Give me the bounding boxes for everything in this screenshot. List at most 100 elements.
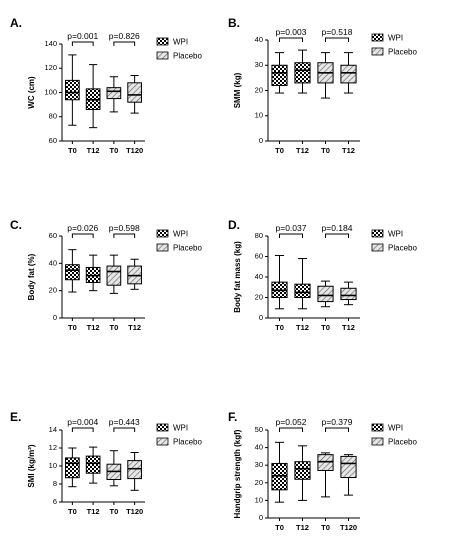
y-tick-label: 0	[259, 513, 263, 522]
significance-bracket	[113, 427, 136, 432]
significance-bracket	[279, 427, 303, 432]
y-tick-label: 60	[255, 251, 263, 260]
panel-label: D.	[228, 218, 240, 232]
box-wpi	[85, 64, 101, 129]
p-value-label: p=0.184	[322, 223, 353, 233]
p-value-label: p=0.826	[109, 31, 140, 41]
y-axis-label: WC (cm)	[27, 76, 36, 109]
legend-swatch-wpi	[371, 33, 384, 42]
panel-a: A. 60 80 100 120 140 WC (cm) T0 T12 T0 T120 p=0.001…	[10, 16, 202, 155]
x-tick-label: T12	[296, 323, 309, 332]
box-wpi	[294, 258, 311, 310]
box-body	[65, 264, 80, 281]
x-tick-label: T12	[87, 507, 100, 516]
legend-swatch-placebo	[156, 437, 169, 446]
significance-bracket	[325, 427, 349, 432]
x-tick-label: T12	[296, 523, 309, 532]
x-tick-label: T12	[128, 323, 141, 332]
p-value-label: p=0.518	[322, 27, 353, 37]
y-tick-label: 14	[49, 425, 57, 434]
x-tick-label: T0	[109, 507, 118, 516]
y-axis-label: SMM (kg)	[233, 72, 242, 108]
x-tick-label: T12	[87, 146, 100, 155]
y-tick-label: 30	[255, 60, 263, 69]
y-axis-label: Body fat (%)	[27, 253, 36, 300]
y-tick-label: 10	[49, 461, 57, 470]
legend-swatch-placebo	[371, 47, 384, 56]
box-wpi	[271, 254, 288, 310]
p-value-label: p=0.004	[67, 417, 98, 427]
box-body	[85, 455, 101, 474]
box-body	[127, 82, 142, 103]
box-placebo	[127, 452, 142, 491]
p-value-label: p=0.379	[322, 417, 353, 427]
box-body	[294, 283, 311, 298]
y-tick-label: 0	[259, 136, 263, 145]
box-wpi	[85, 446, 101, 484]
y-tick-label: 20	[255, 478, 263, 487]
y-tick-label: 50	[255, 425, 263, 434]
panel-d: D. 0 20 40 60 80 Body fat mass (kg) T0 T12 T0 T12 p…	[228, 218, 417, 332]
panel-e: E. 6 8 10 12 14 SMI (kg/m²) T0 T12 T0 T120 p=0.004 p…	[10, 410, 202, 516]
x-tick-label: T0	[321, 323, 330, 332]
legend-swatch-wpi	[156, 423, 169, 432]
box-body	[340, 287, 357, 301]
legend-label-wpi: WPI	[388, 34, 403, 43]
box-body	[271, 462, 288, 491]
y-tick-label: 80	[49, 112, 57, 121]
legend-label-placebo: Placebo	[173, 438, 202, 447]
y-tick-label: 0	[259, 313, 263, 322]
legend-label-wpi: WPI	[173, 230, 188, 239]
legend-label-placebo: Placebo	[388, 48, 417, 57]
significance-bracket	[325, 37, 349, 42]
box-wpi	[65, 249, 80, 293]
legend-label-wpi: WPI	[173, 38, 188, 47]
y-tick-label: 20	[255, 85, 263, 94]
panel-label: F.	[228, 410, 237, 424]
box-placebo	[340, 281, 357, 306]
legend-swatch-wpi	[156, 229, 169, 238]
x-tick-label: T0	[68, 146, 77, 155]
legend-label-placebo: Placebo	[388, 244, 417, 253]
y-tick-label: 20	[255, 292, 263, 301]
significance-bracket	[113, 233, 136, 238]
y-tick-label: 0	[53, 313, 57, 322]
p-value-label: p=0.003	[276, 27, 307, 37]
significance-bracket	[71, 427, 94, 432]
y-tick-label: 10	[255, 111, 263, 120]
x-tick-label: T0	[68, 323, 77, 332]
p-value-label: p=0.037	[276, 223, 307, 233]
y-tick-label: 140	[44, 39, 57, 48]
y-tick-label: 40	[255, 35, 263, 44]
x-tick-label: T12	[342, 323, 355, 332]
x-tick-label: T12	[342, 146, 355, 155]
panel-b: B. 0 10 20 30 40 SMM (kg) T0 T12 T0 T12 p=0.003 p=0.…	[228, 16, 417, 155]
panel-c: C. 0 20 40 60 Body fat (%) T0 T12 T0 T12 p=0.026 p=…	[10, 218, 202, 332]
x-tick-label: T0	[275, 323, 284, 332]
y-tick-label: 60	[49, 231, 57, 240]
box-wpi	[271, 52, 288, 94]
y-tick-label: 40	[49, 258, 57, 267]
box-body	[106, 265, 122, 286]
p-value-label: p=0.001	[67, 31, 98, 41]
box-wpi	[294, 445, 311, 501]
legend-swatch-placebo	[156, 243, 169, 252]
legend-label-wpi: WPI	[388, 230, 403, 239]
y-tick-label: 30	[255, 460, 263, 469]
box-placebo	[106, 254, 122, 294]
box-body	[127, 460, 142, 480]
legend-swatch-placebo	[371, 437, 384, 446]
box-placebo	[127, 75, 142, 114]
x-tick-label: T120	[340, 523, 357, 532]
legend-swatch-wpi	[156, 37, 169, 46]
legend-label-wpi: WPI	[173, 424, 188, 433]
box-body	[340, 64, 357, 84]
significance-bracket	[113, 41, 136, 46]
box-body	[317, 454, 334, 471]
significance-bracket	[279, 37, 303, 42]
y-tick-label: 40	[255, 272, 263, 281]
box-wpi	[65, 54, 80, 126]
y-tick-label: 6	[53, 497, 57, 506]
panel-label: C.	[10, 218, 22, 232]
